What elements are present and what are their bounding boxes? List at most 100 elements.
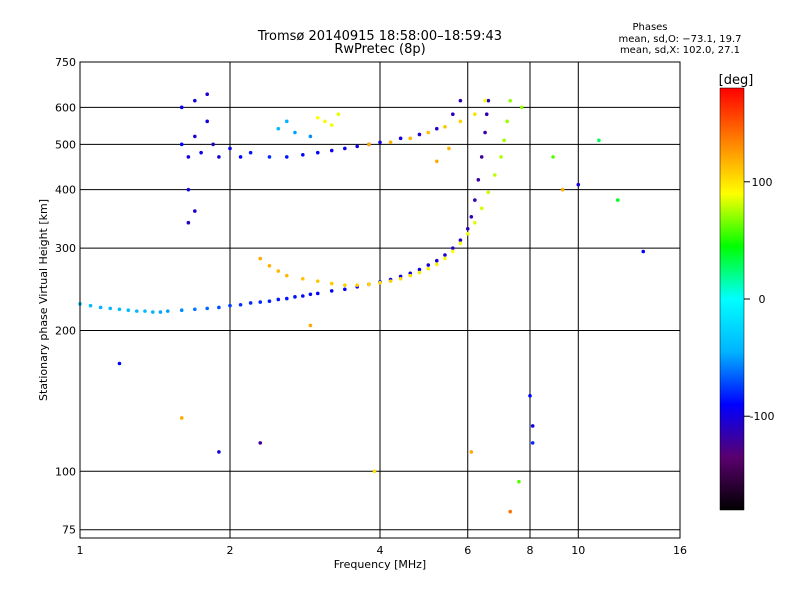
data-point	[486, 190, 491, 195]
data-point	[483, 130, 487, 135]
data-point	[465, 226, 470, 231]
data-point	[576, 182, 581, 187]
data-point	[367, 142, 371, 147]
data-point	[329, 289, 334, 293]
data-point	[179, 416, 184, 420]
colorbar-tick-label: -100	[750, 410, 775, 423]
data-point	[434, 258, 439, 263]
data-point	[530, 424, 535, 428]
data-point	[508, 509, 512, 514]
data-point	[211, 142, 215, 147]
data-point	[267, 299, 272, 304]
data-point	[473, 220, 477, 225]
data-point	[502, 138, 506, 143]
data-point	[238, 155, 243, 159]
data-point	[143, 309, 147, 313]
data-point	[434, 126, 439, 131]
data-point	[417, 132, 422, 137]
data-point	[267, 263, 272, 268]
data-point	[367, 282, 371, 287]
x-tick-label: 1	[77, 544, 84, 557]
chart-subtitle: RwPretec (8p)	[334, 42, 425, 57]
data-point	[443, 256, 447, 261]
x-tick-label: 16	[673, 544, 687, 557]
data-point	[343, 287, 347, 292]
data-point	[434, 159, 439, 164]
data-point	[315, 291, 320, 296]
y-tick-label: 750	[55, 56, 76, 69]
data-point	[308, 292, 313, 297]
data-point	[408, 273, 413, 278]
data-point	[284, 155, 289, 159]
data-point	[484, 112, 489, 117]
data-point	[378, 140, 382, 145]
data-point	[355, 283, 359, 287]
data-point	[179, 105, 184, 110]
data-point	[117, 361, 122, 366]
data-point	[378, 280, 382, 285]
data-point	[615, 198, 620, 202]
data-point	[276, 269, 281, 273]
data-point	[315, 150, 320, 155]
data-point	[179, 308, 184, 312]
colorbar-gradient	[719, 87, 745, 511]
x-axis-label: Frequency [MHz]	[334, 558, 426, 571]
data-point	[205, 306, 209, 311]
data-point	[517, 479, 521, 484]
data-point	[458, 119, 463, 124]
x-tick-label: 4	[377, 544, 384, 557]
data-point	[451, 246, 455, 250]
data-point	[276, 126, 281, 131]
data-point	[284, 119, 289, 124]
data-point	[193, 98, 197, 103]
data-point	[560, 187, 565, 192]
data-point	[193, 307, 197, 312]
data-point	[179, 142, 184, 147]
y-tick-label: 400	[55, 184, 76, 197]
title-block: Tromsø 20140915 18:58:00–18:59:43 RwPret…	[257, 29, 502, 57]
data-point	[248, 150, 253, 155]
colorbar-label: [deg]	[719, 73, 754, 88]
y-axis-label: Stationary phase Virtual Height [km]	[37, 199, 50, 401]
data-point	[258, 256, 263, 261]
data-point	[315, 115, 320, 120]
colorbar-ticks: 100 0 -100	[744, 176, 774, 423]
data-point	[417, 267, 422, 272]
data-point	[158, 310, 163, 314]
data-point	[469, 215, 474, 219]
data-point	[451, 249, 455, 254]
data-point	[479, 206, 484, 211]
data-point	[308, 134, 313, 139]
data-point	[329, 148, 334, 153]
data-point	[301, 276, 305, 281]
data-point	[479, 155, 484, 159]
data-point	[519, 105, 524, 110]
data-point	[434, 262, 439, 267]
data-point	[398, 136, 403, 141]
data-point	[293, 130, 297, 135]
y-tick-label: 200	[55, 324, 76, 337]
y-tick-label: 100	[55, 465, 76, 478]
data-point	[372, 469, 377, 474]
data-point	[458, 241, 463, 246]
data-point	[408, 136, 413, 141]
x-tick-label: 10	[571, 544, 585, 557]
x-tick-label: 8	[527, 544, 534, 557]
data-point	[108, 306, 113, 311]
data-point	[199, 150, 203, 155]
data-point	[426, 130, 431, 135]
x-tick-labels: 1 2 4 6 8 10 16	[77, 544, 688, 557]
data-point	[329, 281, 334, 286]
data-point	[443, 253, 447, 257]
data-point	[228, 303, 232, 308]
data-point	[238, 302, 243, 307]
data-point	[267, 155, 272, 159]
data-point	[551, 155, 555, 159]
colorbar-tick-label: 100	[752, 176, 773, 189]
data-point	[217, 450, 221, 454]
data-point	[293, 295, 297, 299]
data-point	[329, 123, 334, 127]
y-tick-label: 75	[62, 524, 76, 537]
data-point	[217, 305, 221, 310]
